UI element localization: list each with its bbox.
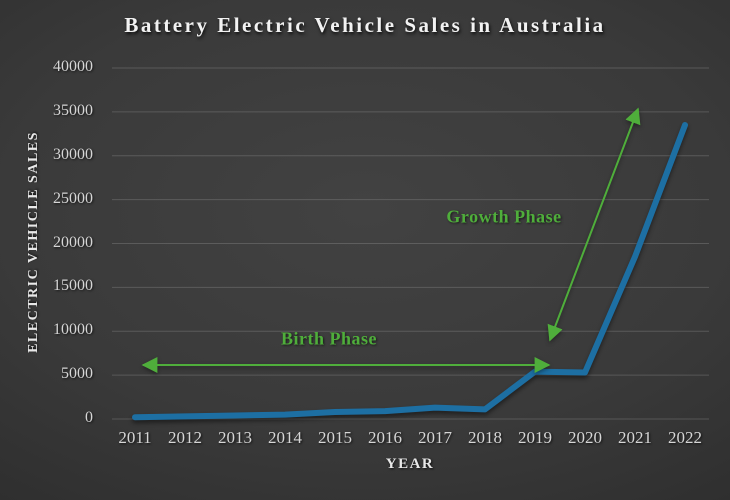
x-tick-label: 2020 xyxy=(568,428,602,447)
y-axis-title: ELECTRIC VEHICLE SALES xyxy=(26,131,41,353)
horizontal-gridlines xyxy=(112,67,709,420)
x-tick-label: 2016 xyxy=(368,428,402,447)
y-tick-label: 30000 xyxy=(53,145,93,163)
x-tick-label: 2012 xyxy=(168,428,202,447)
y-tick-label: 10000 xyxy=(53,321,93,339)
y-tick-label: 25000 xyxy=(53,189,93,207)
y-tick-label: 40000 xyxy=(53,58,93,75)
x-tick-label: 2018 xyxy=(468,428,502,447)
x-tick-label: 2011 xyxy=(118,428,152,447)
y-tick-label: 35000 xyxy=(53,101,93,119)
y-tick-label: 0 xyxy=(85,409,93,426)
x-tick-label: 2019 xyxy=(518,428,552,447)
sales-line-series xyxy=(132,122,688,421)
birth-phase-label: Birth Phase xyxy=(280,328,378,349)
x-tick-label: 2021 xyxy=(618,428,652,447)
x-axis-title: YEAR xyxy=(385,456,435,472)
y-tick-label: 5000 xyxy=(61,365,93,383)
y-tick-label: 20000 xyxy=(53,233,93,251)
chart-title: Battery Electric Vehicle Sales in Austra… xyxy=(124,13,606,37)
y-tick-label: 15000 xyxy=(53,277,93,295)
growth-phase-arrow xyxy=(547,107,641,342)
x-tick-label: 2013 xyxy=(218,428,252,447)
growth-phase-double-arrow-icon xyxy=(547,107,641,342)
x-tick-label: 2022 xyxy=(668,428,702,447)
x-tick-label: 2014 xyxy=(268,428,302,447)
x-tick-label: 2017 xyxy=(418,428,452,447)
growth-phase-label: Growth Phase xyxy=(446,206,562,227)
x-tick-label: 2015 xyxy=(318,428,352,447)
